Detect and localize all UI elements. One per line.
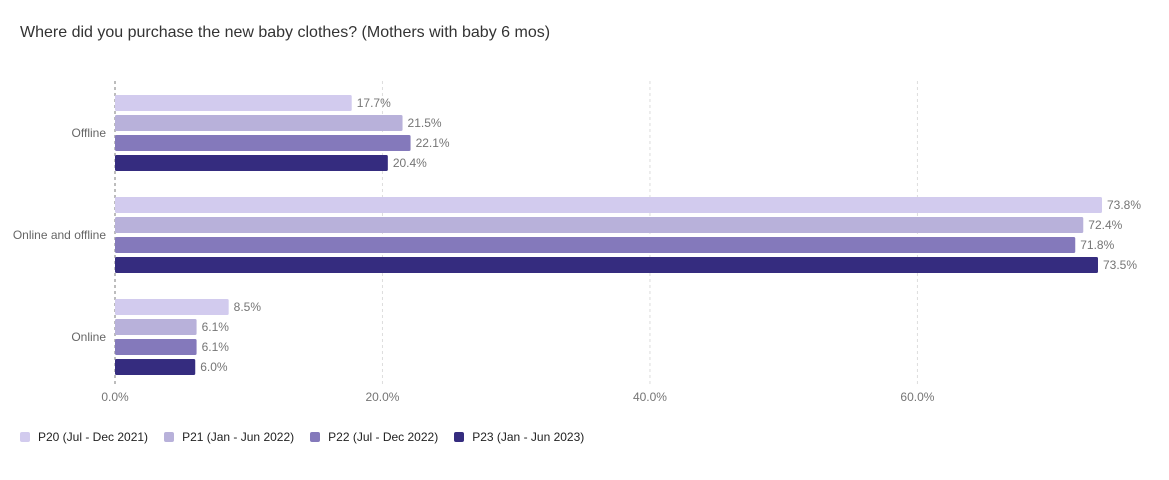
data-label: 73.5% xyxy=(1103,258,1137,272)
bar xyxy=(115,319,197,335)
legend-item[interactable]: P23 (Jan - Jun 2023) xyxy=(454,430,584,444)
bar xyxy=(115,217,1084,233)
bar xyxy=(115,299,229,315)
data-label: 22.1% xyxy=(416,136,450,150)
data-label: 6.0% xyxy=(200,360,228,374)
legend-swatch xyxy=(164,432,175,442)
chart-legend: P20 (Jul - Dec 2021) P21 (Jan - Jun 2022)… xyxy=(20,430,600,444)
legend-item[interactable]: P21 (Jan - Jun 2022) xyxy=(164,430,294,444)
bar xyxy=(115,135,411,151)
legend-label: P22 (Jul - Dec 2022) xyxy=(328,430,439,444)
legend-label: P20 (Jul - Dec 2021) xyxy=(38,430,149,444)
data-label: 20.4% xyxy=(393,156,427,170)
x-tick-label: 20.0% xyxy=(365,390,399,404)
bar xyxy=(115,257,1098,273)
bar xyxy=(115,155,388,171)
legend-label: P21 (Jan - Jun 2022) xyxy=(182,430,295,444)
x-tick-label: 60.0% xyxy=(900,390,934,404)
legend-item[interactable]: P22 (Jul - Dec 2022) xyxy=(310,430,438,444)
legend-label: P23 (Jan - Jun 2023) xyxy=(472,430,585,444)
bar xyxy=(115,359,196,375)
data-label: 6.1% xyxy=(202,340,230,354)
data-label: 8.5% xyxy=(234,300,262,314)
legend-swatch xyxy=(454,432,465,442)
bar xyxy=(115,237,1076,253)
bar xyxy=(115,95,352,111)
legend-swatch xyxy=(310,432,321,442)
x-tick-label: 0.0% xyxy=(101,390,129,404)
bar xyxy=(115,115,403,131)
data-label: 17.7% xyxy=(357,96,391,110)
category-label: Online and offline xyxy=(13,228,107,242)
legend-swatch xyxy=(20,432,30,442)
x-tick-label: 40.0% xyxy=(633,390,667,404)
legend-item[interactable]: P20 (Jul - Dec 2021) xyxy=(20,430,148,444)
bar xyxy=(115,197,1102,213)
data-label: 21.5% xyxy=(408,116,442,130)
data-label: 71.8% xyxy=(1080,238,1114,252)
data-label: 73.8% xyxy=(1107,198,1141,212)
data-label: 6.1% xyxy=(202,320,230,334)
bar xyxy=(115,339,197,355)
data-label: 72.4% xyxy=(1088,218,1122,232)
category-label: Online xyxy=(71,330,106,344)
category-label: Offline xyxy=(72,126,107,140)
chart-title: Where did you purchase the new baby clot… xyxy=(20,24,551,41)
